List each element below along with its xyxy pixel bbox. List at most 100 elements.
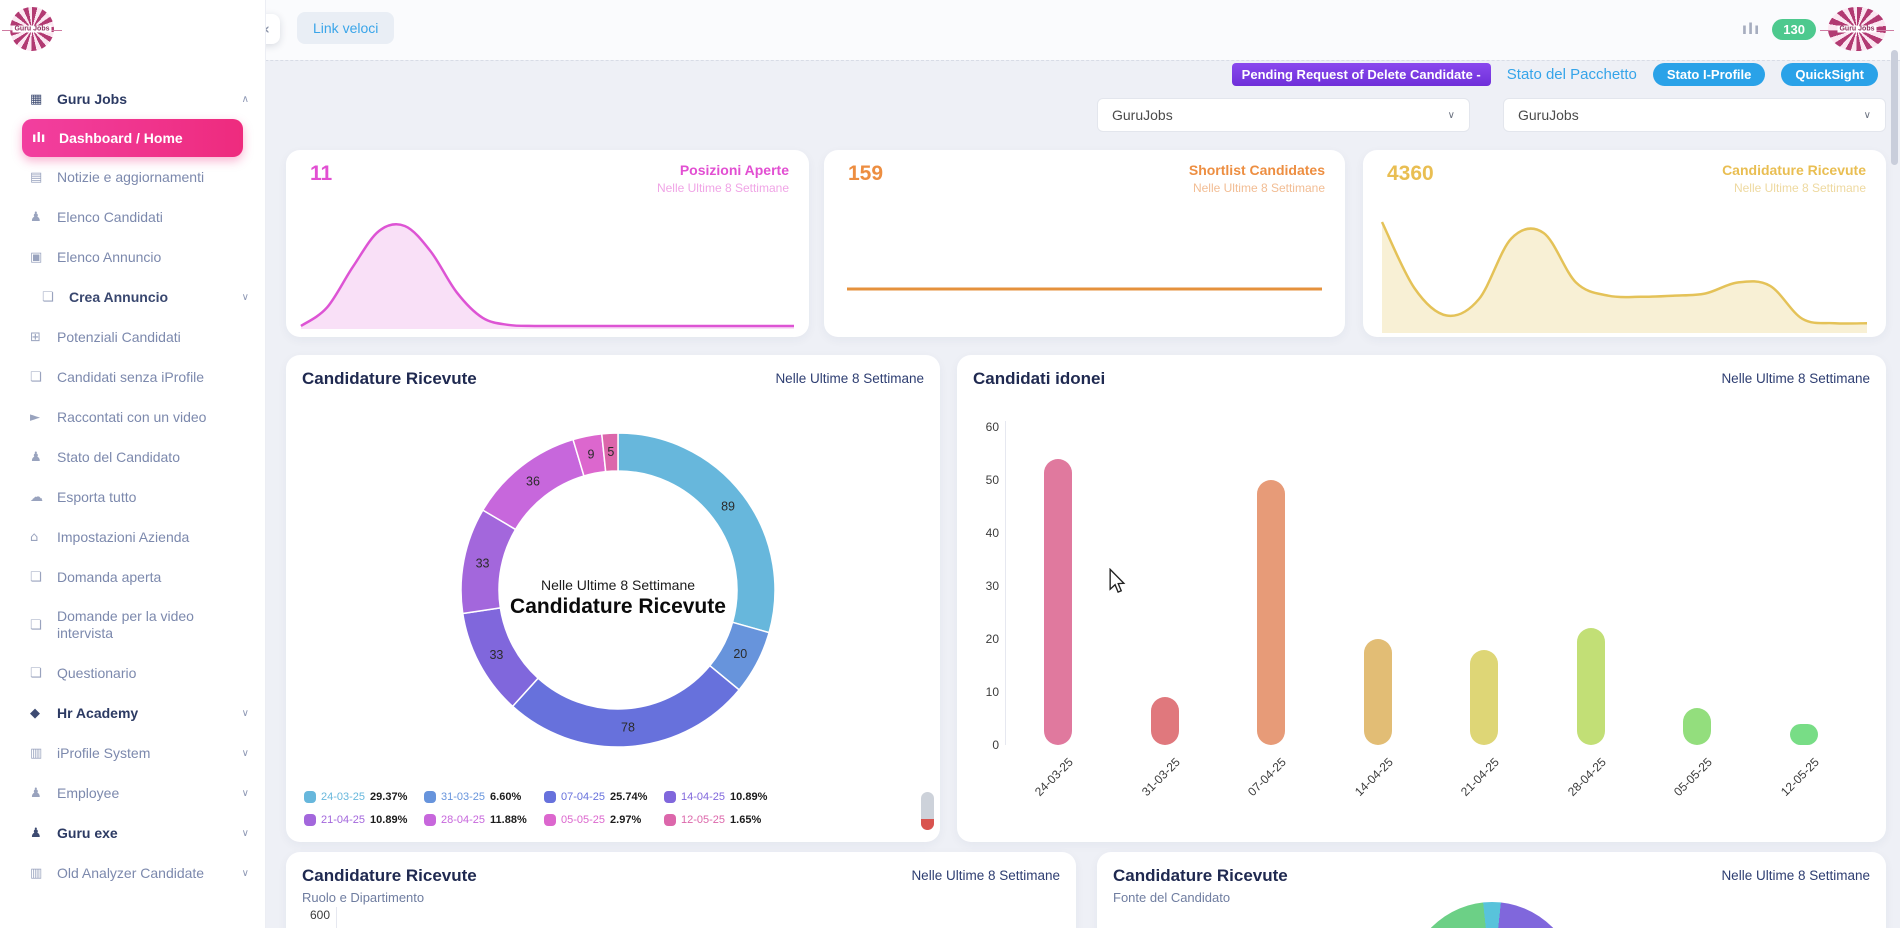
- donut-value-label: 89: [721, 500, 735, 514]
- sidebar-item-guru-jobs[interactable]: ▦ Guru Jobs ∧: [0, 79, 265, 119]
- bar-28-04-25: [1576, 628, 1605, 745]
- legend-item-28-04-25[interactable]: 28-04-25 11.88%: [424, 814, 544, 826]
- pending-delete-badge[interactable]: Pending Request of Delete Candidate -: [1231, 63, 1491, 86]
- company-select-2[interactable]: GuruJobs ∨: [1503, 98, 1886, 132]
- x-axis-label: 07-04-25: [1245, 755, 1290, 799]
- sidebar-item-dashboard-home[interactable]: ılı Dashboard / Home: [22, 119, 243, 157]
- legend-item-24-03-25[interactable]: 24-03-25 29.37%: [304, 791, 424, 803]
- legend-scrollbar[interactable]: [921, 792, 934, 830]
- bar-card-ruolo-dipartimento: Candidature Ricevute Ruolo e Dipartiment…: [286, 852, 1076, 928]
- bar-chart-icon: ılı: [32, 130, 46, 146]
- y-axis-tick: 40: [985, 526, 999, 540]
- legend-color-dot: [664, 791, 676, 803]
- x-axis-label: 05-05-25: [1671, 755, 1716, 799]
- donut-segment-07-04-25[interactable]: [511, 664, 741, 748]
- sparkline-chart: [844, 257, 1325, 317]
- legend-date-label: 28-04-25: [441, 814, 486, 826]
- x-axis-label: 12-05-25: [1777, 755, 1822, 799]
- pie-chart: [1407, 902, 1577, 928]
- legend-percent-label: 25.74%: [610, 791, 648, 803]
- bar-card-candidati-idonei: Candidati idonei Nelle Ultime 8 Settiman…: [957, 355, 1886, 842]
- sidebar-item-potenziali-candidati[interactable]: ⊞ Potenziali Candidati: [0, 317, 265, 357]
- legend-date-label: 31-03-25: [441, 791, 486, 803]
- x-axis-label: 24-03-25: [1032, 755, 1077, 799]
- legend-item-05-05-25[interactable]: 05-05-25 2.97%: [544, 814, 664, 826]
- sidebar-item-notizie-e-aggiornamenti[interactable]: ▤ Notizie e aggiornamenti: [0, 157, 265, 197]
- top-header: [0, 0, 1900, 60]
- users-icon: ♟: [30, 209, 42, 225]
- sidebar-item-iprofile-system[interactable]: ▥ iProfile System ∨: [0, 733, 265, 773]
- donut-card-candidature-ricevute: Candidature Ricevute Nelle Ultime 8 Sett…: [286, 355, 940, 842]
- sidebar-item-elenco-annuncio[interactable]: ▣ Elenco Annuncio: [0, 237, 265, 277]
- sidebar-item-label: Old Analyzer Candidate: [57, 865, 205, 881]
- company-select-1[interactable]: GuruJobs ∨: [1097, 98, 1470, 132]
- sidebar-item-stato-del-candidato[interactable]: ♟ Stato del Candidato: [0, 437, 265, 477]
- pie-card-fonte-candidato: Candidature Ricevute Fonte del Candidato…: [1097, 852, 1886, 928]
- sidebar-menu: ▦ Guru Jobs ∧ ılı Dashboard / Home ▤ Notizie e…: [0, 79, 265, 893]
- document-icon: ❏: [30, 369, 42, 385]
- company-select-1-value: GuruJobs: [1112, 107, 1173, 123]
- quick-links-button[interactable]: Link veloci: [297, 12, 395, 44]
- sidebar-item-impostazioni-azienda[interactable]: ⌂ Impostazioni Azienda: [0, 517, 265, 557]
- sidebar-item-label: Crea Annuncio: [69, 289, 169, 305]
- legend-item-21-04-25[interactable]: 21-04-25 10.89%: [304, 814, 424, 826]
- card-title: Candidature Ricevute: [302, 866, 477, 885]
- stat-value: 11: [310, 162, 333, 185]
- newspaper-icon: ▤: [30, 169, 43, 185]
- y-axis-line: [336, 907, 337, 928]
- user-avatar-logo[interactable]: Guru Jobs: [1820, 7, 1894, 51]
- id-card-icon: ▥: [30, 865, 43, 881]
- quicksight-badge[interactable]: QuickSight: [1781, 63, 1878, 86]
- legend-date-label: 05-05-25: [561, 814, 606, 826]
- stat-label: Posizioni Aperte: [679, 162, 789, 178]
- app-logo[interactable]: Guru Jobs: [2, 7, 62, 51]
- legend-item-31-03-25[interactable]: 31-03-25 6.60%: [424, 791, 544, 803]
- sidebar-item-guru-exe[interactable]: ♟ Guru exe ∨: [0, 813, 265, 853]
- sidebar-item-domanda-aperta[interactable]: ❏ Domanda aperta: [0, 557, 265, 597]
- donut-value-label: 33: [476, 557, 490, 571]
- stat-head: Shortlist Candidates Nelle Ultime 8 Sett…: [1189, 162, 1325, 195]
- iprofile-status-badge[interactable]: Stato I-Profile: [1652, 63, 1766, 86]
- page-scrollbar-thumb[interactable]: [1891, 50, 1898, 165]
- sidebar-item-label: Dashboard / Home: [59, 130, 183, 146]
- legend-color-dot: [544, 791, 556, 803]
- sidebar-item-hr-academy[interactable]: ◆ Hr Academy ∨: [0, 693, 265, 733]
- sidebar-item-elenco-candidati[interactable]: ♟ Elenco Candidati: [0, 197, 265, 237]
- card-subtitle: Fonte del Candidato: [1113, 890, 1231, 905]
- y-axis-tick: 60: [985, 420, 999, 434]
- sparkline-chart: [298, 219, 797, 331]
- legend-item-12-05-25[interactable]: 12-05-25 1.65%: [664, 814, 784, 826]
- document-icon: ❏: [30, 665, 42, 681]
- legend-item-14-04-25[interactable]: 14-04-25 10.89%: [664, 791, 784, 803]
- sidebar-item-questionario[interactable]: ❏ Questionario: [0, 653, 265, 693]
- x-axis-label: 21-04-25: [1458, 755, 1503, 799]
- card-period: Nelle Ultime 8 Settimane: [1721, 868, 1870, 883]
- card-period: Nelle Ultime 8 Settimane: [911, 868, 1060, 883]
- stat-period: Nelle Ultime 8 Settimane: [1733, 181, 1866, 195]
- document-icon: ❏: [30, 569, 42, 585]
- donut-segment-12-05-25[interactable]: [600, 432, 619, 473]
- sidebar-item-domande-per-la-video-intervista[interactable]: ❏ Domande per la video intervista: [0, 597, 265, 653]
- donut-legend: 24-03-25 29.37% 31-03-25 6.60% 07-04-25 25.74…: [304, 791, 784, 826]
- stats-bars-icon[interactable]: ılı: [1741, 20, 1761, 38]
- sidebar-item-label: Employee: [57, 785, 120, 801]
- sidebar-item-label: Notizie e aggiornamenti: [57, 169, 205, 185]
- legend-item-07-04-25[interactable]: 07-04-25 25.74%: [544, 791, 664, 803]
- sidebar-item-raccontati-con-un-video[interactable]: ► Raccontati con un video: [0, 397, 265, 437]
- sidebar-item-employee[interactable]: ♟ Employee ∨: [0, 773, 265, 813]
- card-title: Candidati idonei: [973, 369, 1106, 388]
- sidebar-item-old-analyzer-candidate[interactable]: ▥ Old Analyzer Candidate ∨: [0, 853, 265, 893]
- stat-value: 159: [848, 162, 884, 185]
- sidebar-item-candidati-senza-iprofile[interactable]: ❏ Candidati senza iProfile: [0, 357, 265, 397]
- donut-segment-24-03-25[interactable]: [617, 432, 776, 634]
- sidebar-item-label: Candidati senza iProfile: [57, 369, 205, 385]
- legend-percent-label: 10.89%: [370, 814, 408, 826]
- card-title: Candidature Ricevute: [1113, 866, 1288, 885]
- chevron-up-icon: ∧: [241, 93, 249, 105]
- sidebar-item-crea-annuncio[interactable]: ❏ Crea Annuncio ∨: [0, 277, 265, 317]
- sidebar-item-esporta-tutto[interactable]: ☁ Esporta tutto: [0, 477, 265, 517]
- bar-07-04-25: [1257, 480, 1286, 745]
- package-status-link[interactable]: Stato del Pacchetto: [1506, 66, 1637, 83]
- count-badge[interactable]: 130: [1772, 18, 1816, 40]
